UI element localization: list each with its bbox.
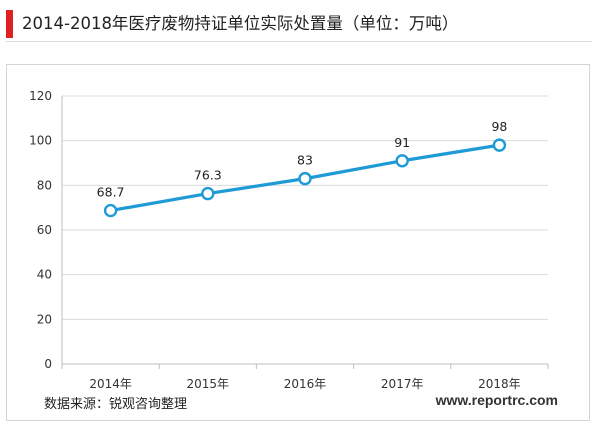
x-tick-label: 2017年 [381, 377, 424, 391]
y-tick-label: 120 [29, 89, 52, 103]
y-tick-labels: 0 20 40 60 80 100 120 [29, 89, 52, 371]
chart-border [6, 64, 590, 421]
x-tick-label: 2018年 [478, 377, 521, 391]
y-tick-label: 0 [44, 357, 52, 371]
y-tick-label: 80 [37, 178, 52, 192]
y-tick-label: 60 [37, 223, 52, 237]
data-point [395, 154, 409, 168]
x-tick-label: 2014年 [89, 377, 132, 391]
data-label: 98 [491, 119, 507, 134]
chart-title: 2014-2018年医疗废物持证单位实际处置量（单位：万吨） [22, 14, 459, 33]
x-tick-label: 2016年 [284, 377, 327, 391]
y-tick-label: 40 [37, 268, 52, 282]
data-label: 91 [394, 135, 410, 150]
data-point [201, 186, 215, 201]
y-tick-label: 100 [29, 134, 52, 148]
data-points [103, 138, 507, 218]
data-labels: 68.7 76.3 83 91 98 [97, 119, 508, 199]
data-label: 68.7 [97, 185, 125, 200]
x-tick-labels: 2014年 2015年 2016年 2017年 2018年 [89, 377, 520, 391]
data-label: 83 [297, 153, 313, 168]
title-accent-bar [6, 10, 13, 38]
data-label: 76.3 [194, 168, 222, 183]
data-point [492, 138, 507, 152]
x-tick-label: 2015年 [187, 377, 230, 391]
data-point [298, 171, 312, 186]
title-bar: 2014-2018年医疗废物持证单位实际处置量（单位：万吨） [6, 8, 592, 42]
website-watermark: www.reportrc.com [435, 392, 558, 408]
data-point [103, 203, 118, 218]
axes [61, 96, 549, 369]
source-note: 数据来源：锐观咨询整理 [44, 397, 188, 412]
y-tick-label: 20 [37, 312, 52, 326]
grid-lines [62, 95, 548, 320]
